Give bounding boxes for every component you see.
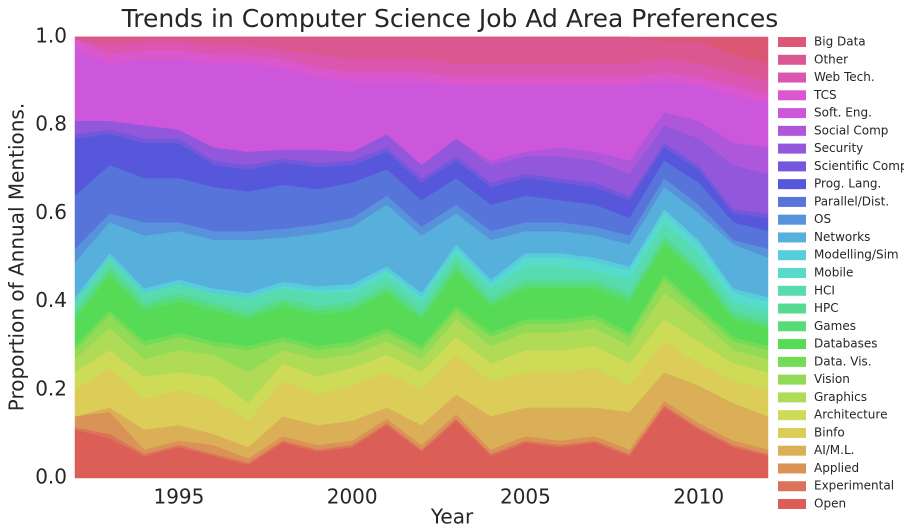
legend-swatch (778, 463, 806, 474)
legend-label: Parallel/Dist. (814, 194, 889, 208)
legend-swatch (778, 374, 806, 385)
legend-label: Mobile (814, 266, 853, 280)
legend-swatch (778, 268, 806, 278)
y-tick-label: 0.6 (35, 200, 67, 224)
legend-label: HCI (814, 283, 835, 297)
legend-swatch (778, 72, 806, 83)
legend-swatch (778, 303, 806, 314)
x-tick-label: 2005 (500, 485, 551, 509)
legend-swatch (778, 427, 806, 438)
legend-label: Graphics (814, 390, 867, 404)
legend-swatch (778, 250, 806, 261)
legend-label: TCS (813, 88, 837, 102)
y-tick-label: 1.0 (35, 24, 67, 48)
legend-swatch (778, 410, 806, 421)
legend-swatch (778, 179, 806, 190)
legend-label: Social Comp (814, 123, 888, 137)
legend-swatch (778, 321, 806, 332)
legend-swatch (778, 54, 806, 65)
legend-swatch (778, 481, 806, 492)
legend-swatch (778, 143, 806, 154)
legend-swatch (778, 356, 806, 367)
legend-label: Soft. Eng. (814, 106, 872, 120)
legend-label: Security (814, 141, 863, 155)
legend-label: HPC (814, 301, 839, 315)
legend-swatch (778, 285, 806, 296)
legend-label: AI/M.L. (814, 443, 854, 457)
legend-swatch (778, 161, 806, 172)
legend-label: Applied (814, 461, 859, 475)
legend-label: Databases (814, 337, 878, 351)
chart-title: Trends in Computer Science Job Ad Area P… (121, 4, 779, 33)
legend-label: Binfo (814, 425, 845, 439)
legend-label: Modelling/Sim (814, 248, 899, 262)
legend-swatch (778, 232, 806, 243)
x-tick-label: 2000 (327, 485, 378, 509)
legend-swatch (778, 445, 806, 456)
legend-swatch (778, 214, 806, 225)
legend-label: Data. Vis. (814, 354, 872, 368)
y-tick-label: 0.4 (35, 288, 67, 312)
legend-swatch (778, 90, 806, 101)
legend-label: Open (814, 497, 846, 511)
y-tick-label: 0.8 (35, 112, 67, 136)
legend-label: Web Tech. (814, 70, 875, 84)
y-axis-label: Proportion of Annual Mentions. (5, 103, 29, 411)
legend-label: OS (814, 212, 831, 226)
legend-label: Prog. Lang. (814, 177, 881, 191)
legend-swatch (778, 125, 806, 136)
area (75, 36, 769, 64)
y-tick-label: 0.0 (35, 465, 67, 489)
legend-swatch (778, 37, 806, 47)
x-tick-label: 2010 (673, 485, 724, 509)
legend-swatch (778, 196, 806, 207)
legend-swatch (778, 392, 806, 403)
legend-label: Vision (814, 372, 850, 386)
legend-swatch (778, 108, 806, 119)
x-tick-label: 1995 (153, 485, 204, 509)
legend-label: Games (814, 319, 856, 333)
legend-label: Scientific Comp. (814, 159, 904, 173)
legend-label: Other (814, 52, 848, 66)
legend-label: Architecture (814, 408, 887, 422)
legend-swatch (778, 339, 806, 350)
legend-label: Big Data (814, 35, 866, 49)
legend-label: Experimental (814, 479, 894, 493)
legend-label: Networks (814, 230, 870, 244)
legend-swatch (778, 499, 806, 509)
x-axis-label: Year (430, 505, 474, 529)
y-tick-label: 0.2 (35, 376, 67, 400)
